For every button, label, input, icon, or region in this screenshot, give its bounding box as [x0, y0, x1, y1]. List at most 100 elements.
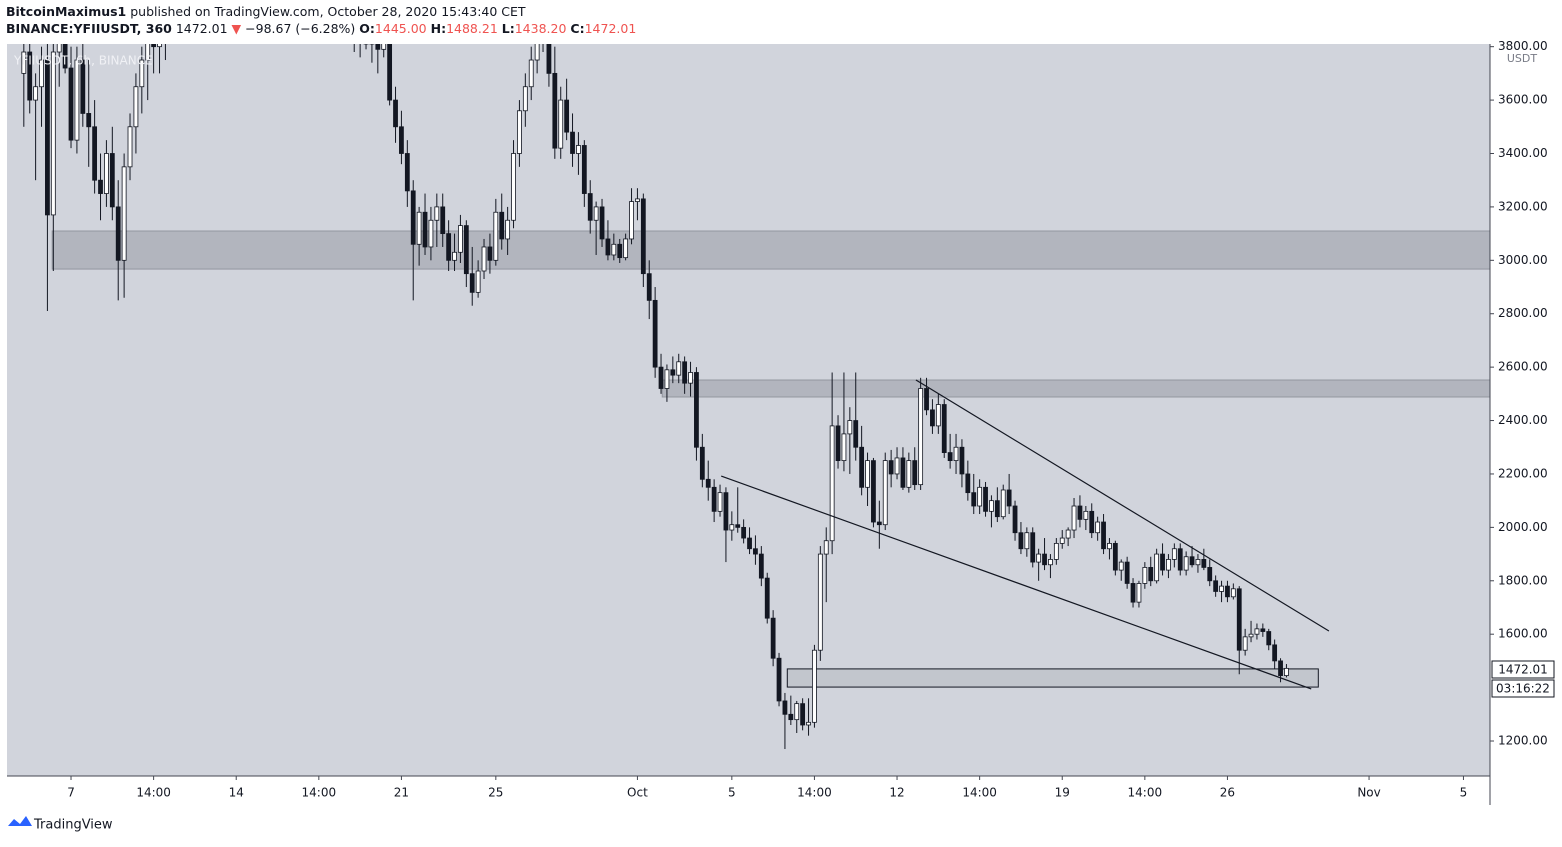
- x-tick-label: 14: [229, 786, 244, 800]
- y-tick-label: 2800.00: [1498, 306, 1548, 320]
- candle-body: [912, 460, 918, 486]
- candle-body: [717, 492, 723, 512]
- candle-body: [788, 713, 794, 721]
- candle-body: [865, 460, 870, 488]
- candle-body: [741, 526, 747, 539]
- countdown: 03:16:22: [1496, 682, 1550, 696]
- candle-body: [806, 721, 811, 726]
- candle-body: [676, 361, 682, 376]
- y-tick-label: 1600.00: [1498, 627, 1548, 641]
- candle-body: [729, 524, 735, 531]
- candle-body: [115, 206, 121, 261]
- high: 1488.21: [446, 21, 498, 36]
- header-line: BitcoinMaximus1 published on TradingView…: [6, 4, 526, 19]
- x-tick-label: 14:00: [136, 786, 171, 800]
- candle-body: [564, 99, 570, 133]
- candle-body: [646, 273, 652, 301]
- candle-body: [1136, 583, 1142, 603]
- candle-body: [1053, 542, 1059, 560]
- candle-body: [941, 404, 947, 453]
- candle-body: [1266, 631, 1272, 646]
- y-tick-label: 2400.00: [1498, 413, 1548, 427]
- candle-body: [1006, 489, 1012, 507]
- candle-body: [1036, 553, 1042, 563]
- candle-body: [50, 51, 56, 216]
- candle-body: [62, 44, 68, 69]
- candle-body: [747, 537, 752, 550]
- candle-body: [458, 225, 463, 253]
- candle-body: [534, 44, 540, 61]
- y-tick-label: 2200.00: [1498, 466, 1548, 480]
- candle-body: [971, 492, 977, 507]
- candle-body: [104, 153, 109, 194]
- candle-body: [1024, 532, 1030, 550]
- candle-body: [1018, 532, 1024, 550]
- candle-body: [1154, 553, 1160, 582]
- candle-body: [735, 524, 741, 528]
- candle-body: [499, 211, 505, 240]
- candle-body: [770, 617, 776, 659]
- candle-body: [1160, 553, 1165, 571]
- h-label: H:: [431, 21, 446, 36]
- candle-body: [1030, 532, 1036, 563]
- candle-body: [682, 361, 688, 384]
- candle-body: [882, 460, 888, 526]
- candle-body: [1107, 542, 1112, 550]
- candle-body: [664, 369, 670, 389]
- publisher: BitcoinMaximus1: [6, 4, 126, 19]
- candle-body: [463, 225, 469, 275]
- candle-body: [977, 486, 983, 507]
- candle-body: [393, 99, 398, 128]
- x-tick-label: 5: [728, 786, 736, 800]
- symbol-line: BINANCE:YFIIUSDT, 360 1472.01 ▼ −98.67 (…: [6, 21, 636, 36]
- x-tick-label: 14:00: [302, 786, 337, 800]
- logo: [8, 816, 32, 826]
- x-tick-label: 14:00: [797, 786, 832, 800]
- candle-body: [1065, 529, 1071, 539]
- candle-body: [640, 198, 646, 275]
- candle-body: [27, 51, 33, 101]
- candle-body: [994, 500, 1000, 518]
- candle-body: [487, 246, 493, 261]
- candle-body: [1083, 510, 1089, 520]
- candle-body: [1242, 636, 1248, 651]
- candle-body: [446, 233, 452, 261]
- candle-body: [1077, 505, 1083, 520]
- candle-body: [1260, 628, 1266, 632]
- candle-body: [817, 553, 823, 651]
- candle-body: [670, 369, 676, 376]
- candle-body: [800, 703, 806, 726]
- candle-body: [1183, 556, 1189, 571]
- candle-body: [139, 59, 145, 88]
- candle-body: [33, 86, 39, 101]
- candle-body: [410, 190, 416, 245]
- candle-body: [1236, 588, 1242, 651]
- candle-body: [605, 238, 611, 256]
- candle-body: [98, 179, 103, 194]
- x-tick-label: 14:00: [962, 786, 997, 800]
- candle-body: [558, 99, 564, 149]
- x-tick-label: 12: [889, 786, 904, 800]
- candle-body: [1048, 559, 1053, 566]
- countdown-box: [1491, 679, 1555, 698]
- candle-body: [581, 145, 587, 194]
- low: 1438.20: [515, 21, 567, 36]
- last: 1472.01: [176, 21, 228, 36]
- candle-body: [369, 44, 375, 45]
- x-tick-label: Oct: [627, 786, 648, 800]
- candle-body: [452, 251, 457, 261]
- candle-body: [481, 246, 487, 272]
- candle-body: [924, 388, 929, 411]
- candle-body: [1171, 548, 1177, 560]
- candle-body: [428, 219, 434, 248]
- candle-body: [74, 59, 80, 141]
- zone: [661, 379, 1490, 398]
- candle-body: [475, 270, 481, 293]
- candle-body: [546, 44, 552, 74]
- candle-body: [611, 243, 617, 256]
- candle-body: [652, 299, 658, 368]
- candle-body: [623, 238, 629, 259]
- c-label: C:: [570, 21, 584, 36]
- arrow: ▼: [232, 21, 242, 36]
